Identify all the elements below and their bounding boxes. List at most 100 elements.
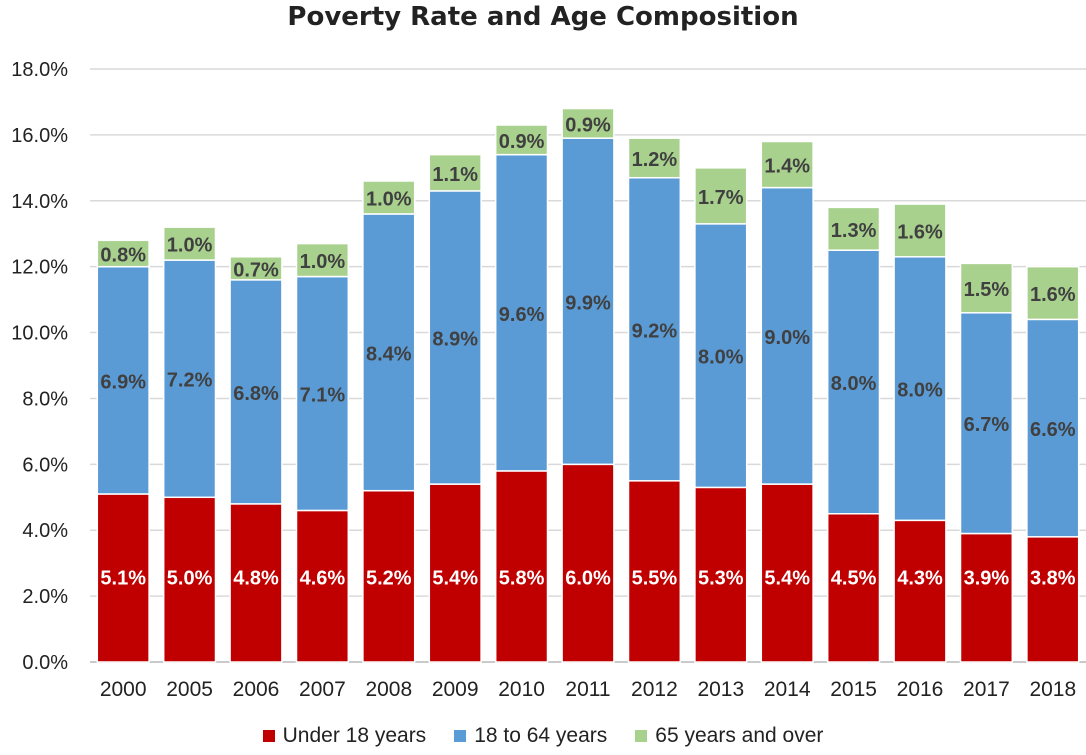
x-tick-label: 2014: [764, 678, 811, 701]
bar-segment-65-years-and-over: [428, 153, 482, 192]
data-label: 1.6%: [897, 221, 943, 243]
x-tick-label: 2016: [897, 678, 944, 701]
bar-segment-under-18-years: [295, 509, 350, 663]
data-label: 5.3%: [698, 567, 744, 589]
bar-segment-18-to-64-years: [295, 275, 350, 512]
bar-segment-under-18-years: [494, 470, 549, 663]
x-tick-label: 2015: [830, 678, 877, 701]
data-label: 1.6%: [1030, 284, 1076, 306]
bar-segment-under-18-years: [362, 489, 416, 663]
data-label: 1.7%: [698, 187, 744, 209]
data-label: 9.9%: [565, 292, 611, 314]
y-tick-label: 2.0%: [22, 586, 68, 608]
y-tick-label: 12.0%: [11, 257, 68, 279]
bar-segment-65-years-and-over: [826, 206, 881, 251]
bar-segment-18-to-64-years: [494, 153, 549, 472]
y-tick-label: 16.0%: [11, 125, 68, 147]
x-tick-label: 2013: [697, 678, 744, 701]
legend-label-18-to-64: 18 to 64 years: [474, 724, 608, 747]
bar-segment-under-18-years: [561, 463, 615, 663]
x-tick-label: 2008: [365, 678, 412, 701]
legend-label-under-18: Under 18 years: [282, 724, 427, 747]
bar-segment-18-to-64-years: [428, 190, 482, 485]
data-label: 8.0%: [698, 347, 744, 369]
data-label: 3.9%: [964, 567, 1010, 589]
x-tick-label: 2018: [1029, 678, 1076, 701]
bar-segment-18-to-64-years: [561, 137, 615, 466]
x-tick-label: 2017: [963, 678, 1010, 701]
y-tick-label: 10.0%: [11, 323, 68, 345]
y-tick-label: 6.0%: [22, 454, 68, 476]
bar-segment-18-to-64-years: [826, 249, 881, 515]
bar-segment-under-18-years: [826, 513, 881, 663]
data-label: 1.0%: [300, 251, 346, 273]
bar-segment-65-years-and-over: [893, 203, 947, 258]
bar-segment-18-to-64-years: [162, 259, 217, 499]
data-label: 5.4%: [432, 567, 478, 589]
data-label: 4.6%: [300, 567, 346, 589]
bar-segment-18-to-64-years: [959, 312, 1014, 535]
data-label: 9.6%: [499, 304, 545, 326]
data-label: 6.0%: [565, 567, 611, 589]
data-label: 5.1%: [100, 567, 146, 589]
data-label: 8.0%: [831, 373, 877, 395]
data-label: 4.5%: [831, 567, 877, 589]
data-label: 6.7%: [964, 414, 1010, 436]
data-label: 5.8%: [499, 567, 545, 589]
bar-segment-under-18-years: [428, 483, 482, 663]
bar-segment-18-to-64-years: [760, 186, 814, 485]
data-label: 8.4%: [366, 343, 412, 365]
data-label: 0.7%: [233, 259, 279, 281]
chart-title: Poverty Rate and Age Composition: [287, 2, 799, 32]
legend: Under 18 years 18 to 64 years 65 years a…: [0, 724, 1086, 748]
legend-item-under-18: Under 18 years: [262, 724, 427, 748]
bar-segment-18-to-64-years: [362, 213, 416, 492]
data-label: 1.0%: [366, 188, 412, 210]
data-label: 1.0%: [167, 235, 213, 257]
bar-segment-65-years-and-over: [162, 226, 217, 261]
data-label: 9.0%: [764, 327, 810, 349]
x-tick-label: 2009: [432, 678, 479, 701]
y-tick-label: 18.0%: [11, 59, 68, 81]
bar-segment-65-years-and-over: [295, 242, 350, 278]
bar-segment-under-18-years: [229, 503, 283, 663]
x-tick-label: 2012: [631, 678, 678, 701]
y-tick-label: 14.0%: [11, 191, 68, 213]
data-label: 1.5%: [964, 279, 1010, 301]
bar-segment-65-years-and-over: [362, 180, 416, 215]
bar-segment-18-to-64-years: [694, 223, 748, 489]
data-label: 9.2%: [632, 320, 678, 342]
bar-segment-65-years-and-over: [1026, 265, 1080, 321]
bar-segment-under-18-years: [96, 493, 150, 663]
bar-segment-65-years-and-over: [494, 124, 549, 156]
y-tick-label: 4.0%: [22, 520, 68, 542]
bar-segment-under-18-years: [959, 532, 1014, 663]
y-tick-label: 8.0%: [22, 388, 68, 410]
legend-swatch-18-to-64: [454, 730, 467, 742]
data-label: 1.2%: [632, 149, 678, 171]
bar-segment-18-to-64-years: [229, 279, 283, 505]
bar-segment-65-years-and-over: [561, 107, 615, 139]
data-label: 7.1%: [300, 385, 346, 407]
y-tick-label: 0.0%: [22, 652, 68, 674]
bar-segment-65-years-and-over: [96, 239, 150, 268]
x-tick-label: 2006: [233, 678, 280, 701]
legend-item-18-to-64: 18 to 64 years: [454, 724, 607, 748]
x-tick-label: 2011: [565, 678, 610, 701]
data-label: 5.0%: [167, 567, 213, 589]
bar-segment-under-18-years: [162, 496, 217, 663]
data-label: 0.9%: [499, 131, 545, 153]
legend-item-65-and-over: 65 years and over: [635, 724, 823, 748]
data-label: 5.5%: [632, 567, 678, 589]
data-label: 1.4%: [764, 156, 810, 178]
legend-label-65-and-over: 65 years and over: [655, 724, 824, 747]
data-label: 1.3%: [831, 220, 877, 242]
data-label: 8.0%: [897, 380, 943, 402]
x-tick-label: 2000: [100, 678, 147, 701]
data-label: 6.9%: [100, 371, 146, 393]
x-tick-label: 2010: [498, 678, 545, 701]
bar-segment-18-to-64-years: [627, 176, 682, 482]
data-label: 0.9%: [565, 114, 611, 136]
bar-segment-under-18-years: [627, 480, 682, 663]
bar-segment-65-years-and-over: [694, 167, 748, 225]
